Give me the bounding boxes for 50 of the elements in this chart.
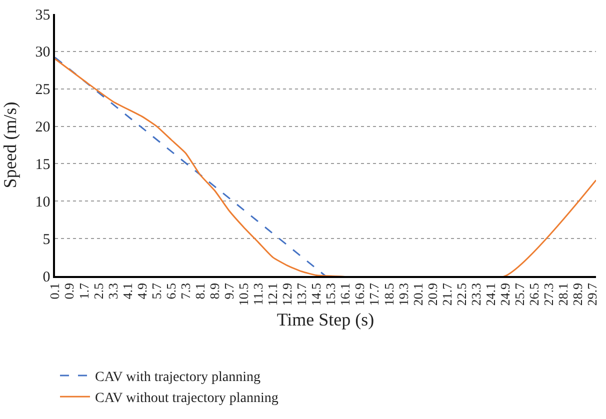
x-tick-label: 12.9 [280,282,295,306]
x-tick-label: 24.1 [482,282,498,306]
x-tick-label: 5.7 [148,282,164,300]
x-tick-label: 8.9 [206,282,222,300]
y-tick-label: 0 [42,269,50,286]
x-tick-label: 13.7 [294,282,310,306]
legend-label: CAV without trajectory planning [95,391,278,406]
x-tick-label: 12.1 [265,282,280,306]
x-tick-label: 4.1 [120,282,135,300]
x-tick-label: 29.7 [584,282,600,306]
x-tick-label: 24.9 [497,282,512,306]
x-tick-label: 2.5 [90,282,106,300]
x-tick-label: 9.7 [222,282,237,300]
x-tick-label: 6.5 [163,282,178,300]
x-tick-label: 28.9 [570,282,586,306]
y-tick-label: 20 [35,120,50,136]
x-tick-label: 4.9 [134,282,150,300]
x-tick-label: 15.3 [323,282,338,306]
x-tick-label: 10.5 [236,282,252,306]
x-tick-label: 28.1 [556,282,571,306]
x-tick-label: 19.3 [396,282,411,306]
x-tick-label: 1.7 [76,282,92,300]
legend-label: CAV with trajectory planning [95,370,261,385]
x-tick-label: 0.1 [47,282,62,300]
x-tick-label: 3.3 [105,282,120,300]
x-tick-label: 16.9 [352,282,368,306]
x-tick-label: 8.1 [192,282,208,300]
y-tick-label: 35 [35,7,50,24]
x-tick-label: 18.5 [381,282,396,306]
y-tick-label: 25 [35,82,50,98]
y-tick-label: 15 [35,156,50,173]
x-tick-label: 26.5 [526,282,542,306]
x-tick-label: 20.9 [424,282,440,306]
x-tick-label: 21.7 [439,282,454,306]
x-tick-label: 14.5 [308,282,324,306]
y-tick-label: 10 [35,194,50,210]
y-tick-label: 30 [35,44,50,61]
x-tick-label: 11.3 [250,282,266,306]
y-tick-label: 5 [42,232,50,248]
x-tick-label: 0.9 [62,282,77,300]
x-axis-title: Time Step (s) [276,309,374,330]
x-tick-label: 25.7 [512,282,527,306]
x-tick-label: 23.3 [468,282,484,306]
x-tick-label: 16.1 [338,282,353,306]
y-axis-title: Speed (m/s) [0,102,20,188]
x-tick-label: 17.7 [366,282,382,306]
x-tick-label: 20.1 [410,282,426,306]
x-tick-label: 7.3 [178,282,193,300]
x-tick-label: 27.3 [541,282,556,306]
x-tick-label: 22.5 [454,282,469,306]
